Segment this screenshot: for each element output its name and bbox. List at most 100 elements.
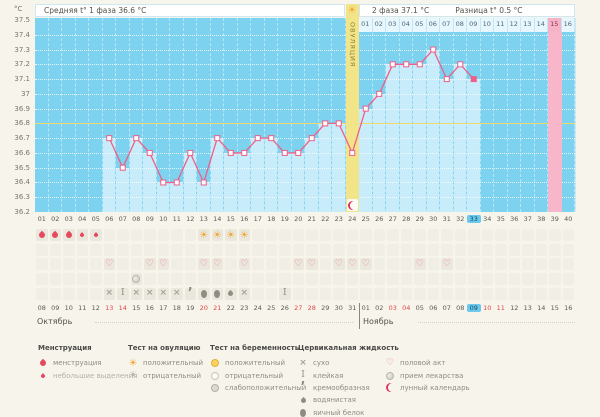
cycle-day-label[interactable]: 31 [442, 215, 451, 223]
medicine-row-cell[interactable] [333, 273, 345, 285]
intercourse-row-cell[interactable] [509, 258, 521, 270]
date-label[interactable]: 17 [159, 304, 168, 312]
cervical-fluid-row-cell[interactable] [211, 287, 223, 300]
pregnancy-test-row-cell[interactable] [428, 244, 440, 256]
medicine-row-cell[interactable] [320, 273, 332, 285]
pregnancy-test-row-cell[interactable] [158, 244, 170, 256]
intercourse-row-cell[interactable] [77, 258, 89, 270]
date-label[interactable]: 25 [267, 304, 276, 312]
pregnancy-test-row-cell[interactable] [360, 244, 372, 256]
intercourse-row-cell[interactable] [63, 258, 75, 270]
cycle-day-label[interactable]: 27 [388, 215, 397, 223]
medicine-row-cell[interactable] [212, 273, 224, 285]
intercourse-row-cell[interactable]: ♡ [238, 258, 250, 271]
menstruation-ovulation-test-row-cell[interactable] [279, 229, 291, 241]
dpo-day-cell[interactable]: 14 [534, 18, 548, 32]
menstruation-ovulation-test-row-cell[interactable] [104, 229, 116, 241]
pregnancy-test-row-cell[interactable] [212, 244, 224, 256]
date-label[interactable]: 30 [334, 304, 343, 312]
cycle-day-label[interactable]: 02 [51, 215, 60, 223]
date-label[interactable]: 10 [483, 304, 492, 312]
pregnancy-test-row-cell[interactable] [374, 244, 386, 256]
cycle-day-label[interactable]: 05 [91, 215, 100, 223]
date-label[interactable]: 12 [510, 304, 519, 312]
cervical-fluid-row-cell[interactable] [441, 288, 453, 300]
intercourse-row-cell[interactable] [90, 258, 102, 270]
intercourse-row-cell[interactable] [374, 258, 386, 270]
medicine-row-cell[interactable] [144, 273, 156, 285]
intercourse-row-cell[interactable] [50, 258, 62, 270]
cycle-day-label[interactable]: 01 [37, 215, 46, 223]
dpo-day-cell[interactable]: 10 [480, 18, 494, 32]
date-label[interactable]: 13 [523, 304, 532, 312]
intercourse-row-cell[interactable] [549, 258, 561, 270]
cycle-day-label[interactable]: 20 [294, 215, 303, 223]
intercourse-row-cell[interactable]: ♡ [103, 258, 115, 271]
pregnancy-test-row-cell[interactable] [198, 244, 210, 256]
dpo-day-cell[interactable]: 13 [521, 18, 535, 32]
date-label[interactable]: 20 [199, 304, 208, 312]
pregnancy-test-row-cell[interactable] [104, 244, 116, 256]
intercourse-row-cell[interactable] [279, 258, 291, 270]
pregnancy-test-row-cell[interactable] [185, 244, 197, 256]
intercourse-row-cell[interactable] [495, 258, 507, 270]
menstruation-ovulation-test-row-cell[interactable] [360, 229, 372, 241]
dpo-day-cell[interactable]: 05 [413, 18, 427, 32]
menstruation-ovulation-test-row-cell[interactable] [333, 229, 345, 241]
cervical-fluid-row-cell[interactable] [563, 288, 575, 300]
pregnancy-test-row-cell[interactable] [549, 244, 561, 256]
cervical-fluid-row-cell[interactable] [495, 288, 507, 300]
dpo-day-cell[interactable]: 12 [507, 18, 521, 32]
medicine-row-cell[interactable] [50, 273, 62, 285]
date-label[interactable]: 03 [388, 304, 397, 312]
day-column[interactable] [494, 18, 508, 212]
medicine-row-cell[interactable] [171, 273, 183, 285]
lunar-day-cell[interactable] [346, 199, 358, 211]
cervical-fluid-row-cell[interactable] [306, 288, 318, 300]
date-label[interactable]: 01 [361, 304, 370, 312]
medicine-row-cell[interactable] [428, 273, 440, 285]
cervical-fluid-row-cell[interactable]: × [238, 287, 250, 300]
menstruation-ovulation-test-row-cell[interactable] [441, 229, 453, 241]
pregnancy-test-row-cell[interactable] [347, 244, 359, 256]
dpo-day-cell[interactable]: 03 [386, 18, 400, 32]
medicine-row-cell[interactable] [495, 273, 507, 285]
menstruation-ovulation-test-row-cell[interactable] [63, 229, 75, 241]
menstruation-ovulation-test-row-cell[interactable] [563, 229, 575, 241]
day-column[interactable] [521, 18, 535, 212]
intercourse-row-cell[interactable] [252, 258, 264, 270]
intercourse-row-cell[interactable]: ♡ [144, 258, 156, 271]
pregnancy-test-row-cell[interactable] [266, 244, 278, 256]
cervical-fluid-row-cell[interactable] [428, 288, 440, 300]
cycle-day-label[interactable]: 34 [483, 215, 492, 223]
intercourse-row-cell[interactable]: ♡ [211, 258, 223, 271]
medicine-row-cell[interactable] [374, 273, 386, 285]
cervical-fluid-row-cell[interactable] [63, 288, 75, 300]
cervical-fluid-row-cell[interactable]: I [279, 287, 291, 300]
date-label[interactable]: 04 [402, 304, 411, 312]
cervical-fluid-row-cell[interactable] [374, 288, 386, 300]
date-label[interactable]: 19 [186, 304, 195, 312]
pregnancy-test-row-cell[interactable] [455, 244, 467, 256]
cycle-day-label[interactable]: 40 [564, 215, 573, 223]
cervical-fluid-row-cell[interactable] [347, 288, 359, 300]
intercourse-row-cell[interactable] [320, 258, 332, 270]
cervical-fluid-row-cell[interactable] [77, 288, 89, 300]
intercourse-row-cell[interactable]: ♡ [306, 258, 318, 271]
pregnancy-test-row-cell[interactable] [279, 244, 291, 256]
cervical-fluid-row-cell[interactable] [536, 288, 548, 300]
pregnancy-test-row-cell[interactable] [63, 244, 75, 256]
cervical-fluid-row-cell[interactable] [90, 288, 102, 300]
menstruation-ovulation-test-row-cell[interactable] [387, 229, 399, 241]
intercourse-row-cell[interactable] [36, 258, 48, 270]
medicine-row-cell[interactable] [36, 273, 48, 285]
menstruation-ovulation-test-row-cell[interactable] [144, 229, 156, 241]
date-label[interactable]: 10 [64, 304, 73, 312]
cervical-fluid-row-cell[interactable] [198, 287, 210, 300]
date-label[interactable]: 28 [307, 304, 316, 312]
cycle-day-label[interactable]: 39 [550, 215, 559, 223]
menstruation-ovulation-test-row-cell[interactable] [320, 229, 332, 241]
cycle-day-label[interactable]: 18 [267, 215, 276, 223]
intercourse-row-cell[interactable] [428, 258, 440, 270]
menstruation-ovulation-test-row-cell[interactable] [252, 229, 264, 241]
